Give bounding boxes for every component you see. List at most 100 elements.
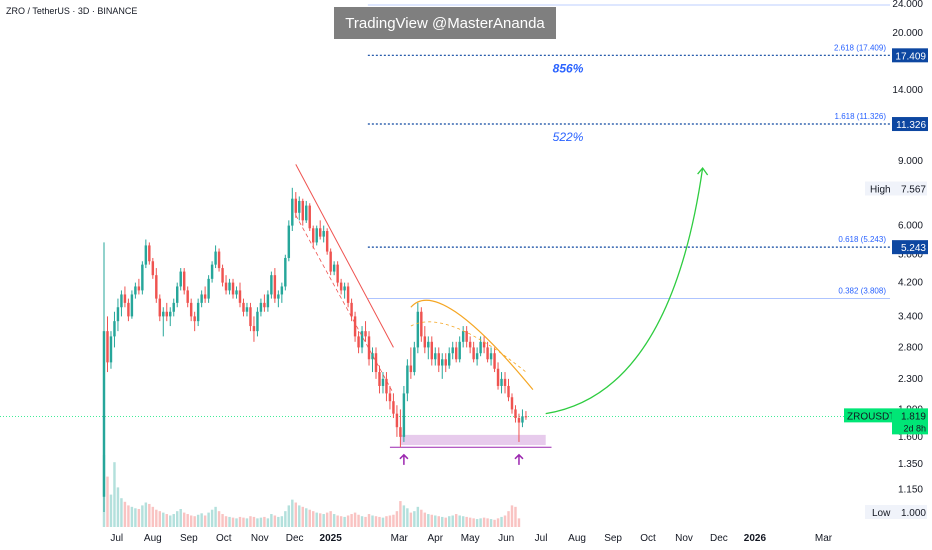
volume-bar [224,516,228,527]
candle-body [127,302,130,317]
candle-body [430,341,434,360]
candle-body [294,198,298,213]
volume-bar [245,518,249,527]
candle-body [155,275,158,299]
volume-bar [106,476,109,527]
candle-body [207,278,210,299]
candle-body [134,286,137,295]
candle-body [277,294,280,299]
volume-bar [406,508,409,527]
candle-body [402,393,406,437]
up-marker-left [399,453,409,465]
candle-body [315,228,318,243]
candle-body [123,294,127,303]
target-label: 856% [553,61,584,75]
volume-bar [507,511,510,527]
candle-body [406,365,409,394]
candle-body [141,264,144,291]
volume-bar [350,514,353,527]
symbol-title: ZRO / TetherUS · 3D · BINANCE [6,6,138,16]
volume-bar [339,516,343,527]
arrow-head [697,166,709,176]
countdown: 2d 8h [903,423,926,433]
volume-bar [517,518,521,527]
volume-bar [134,508,137,527]
candle-body [221,268,224,283]
fib-badge-label: 17.409 [895,51,926,62]
candle-body [514,409,517,419]
drawings [295,164,709,465]
candle-body [252,326,256,332]
candle-body [346,286,350,303]
candle-body [318,228,322,237]
candle-body [231,282,235,295]
volume-bar [413,511,416,527]
volume-bar [465,516,468,527]
x-tick-label: Aug [144,533,162,544]
volume-bar [451,515,454,527]
low-badge [865,505,927,519]
volume-bar [318,513,322,527]
candle-body [169,311,172,317]
volume-bar [109,494,113,527]
volume-bar [162,512,165,527]
candle-body [371,353,374,360]
candle-body [182,271,186,291]
volume-bar [249,516,252,527]
candle-body [489,353,493,360]
volume-bar [120,498,123,527]
volume-bar [270,514,273,527]
x-tick-label: 2025 [320,533,343,544]
fib-badge [892,48,928,63]
candle-body [322,231,325,237]
candle-body [305,205,308,221]
volume-bar [325,512,329,527]
volume-bar [287,505,291,527]
support-zone [400,434,546,446]
volume-bar [346,515,350,527]
volume-bar [203,515,207,527]
volume-bar [430,514,434,527]
volume-bar [441,516,444,527]
fib-label: 0.382 (3.808) [838,286,886,295]
volume-bar [329,511,332,527]
candle-body [493,353,496,369]
volume-bar [514,506,517,527]
candle-body [144,245,148,265]
volume-bar [496,518,500,527]
projection-arrow [545,167,704,415]
axes: 24.000 20.000 14.000 9.000 6.000 5.000 4.200 3.… [110,0,923,544]
volume-bar [284,511,287,527]
candle-body [448,353,451,366]
volume-bar [130,506,134,527]
volume-bar [210,509,214,527]
rounding-arc [410,299,534,391]
current-price-badge [892,408,928,435]
candle-body [196,302,200,322]
volume-bar [388,515,392,527]
volume-bar [273,515,277,527]
fib-label: 2.618 (17.409) [834,43,886,52]
candles [102,187,528,512]
candle-body [165,311,168,317]
x-tick-label: Oct [640,533,656,544]
fib-label: 0.618 (5.243) [838,235,886,244]
candle-body [458,341,461,360]
volume-bar [151,506,155,527]
candle-body [367,336,371,360]
volume-bar [423,512,427,527]
volume-bar [280,516,284,527]
y-tick-label: 1.600 [898,432,923,443]
candle-body [162,311,165,317]
candle-body [259,302,263,312]
y-tick-label: 5.000 [898,250,923,261]
y-tick-label: 2.300 [898,374,923,385]
candle-body [451,347,454,354]
volume-bar [242,517,245,527]
y-tick-label: 9.000 [898,156,923,167]
candle-body [224,282,228,291]
volume-bar [381,517,385,527]
candle-body [507,385,510,398]
volume-bar [291,499,294,527]
